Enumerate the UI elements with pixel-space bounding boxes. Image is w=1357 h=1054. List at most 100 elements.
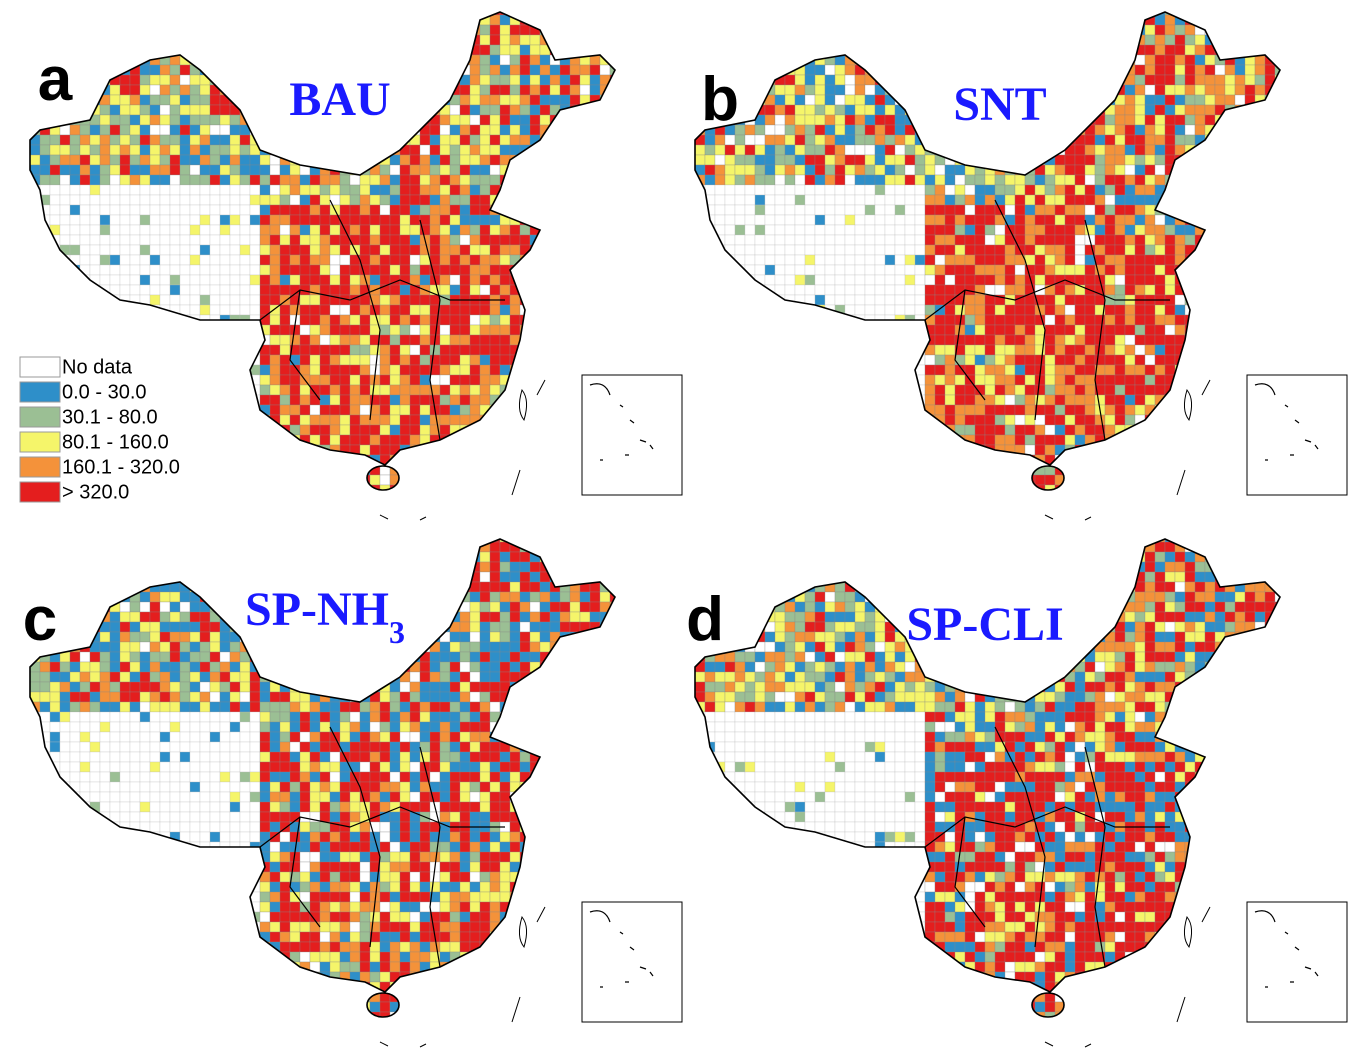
region bbox=[875, 255, 885, 265]
region bbox=[350, 155, 360, 165]
region bbox=[805, 385, 815, 395]
region bbox=[140, 185, 150, 195]
region bbox=[510, 295, 520, 305]
region bbox=[420, 275, 430, 285]
region bbox=[250, 255, 260, 265]
region bbox=[360, 45, 370, 55]
region bbox=[190, 215, 200, 225]
region bbox=[745, 405, 755, 415]
region bbox=[540, 205, 550, 215]
region bbox=[1035, 495, 1045, 505]
region bbox=[420, 195, 430, 205]
region bbox=[560, 495, 570, 505]
region bbox=[170, 425, 180, 435]
region bbox=[430, 475, 440, 485]
region bbox=[310, 15, 320, 25]
region bbox=[540, 275, 550, 285]
region bbox=[500, 55, 510, 65]
region bbox=[735, 165, 745, 175]
region bbox=[230, 245, 240, 255]
region bbox=[550, 255, 560, 265]
region bbox=[20, 255, 30, 265]
region bbox=[1005, 425, 1015, 435]
region bbox=[935, 355, 945, 365]
region bbox=[210, 45, 220, 55]
region bbox=[1065, 85, 1075, 95]
region bbox=[450, 325, 460, 335]
region bbox=[350, 325, 360, 335]
region bbox=[80, 275, 90, 285]
region bbox=[1045, 345, 1055, 355]
region bbox=[90, 195, 100, 205]
region bbox=[250, 85, 260, 95]
region bbox=[60, 335, 70, 345]
region bbox=[550, 235, 560, 245]
region bbox=[160, 85, 170, 95]
region bbox=[170, 135, 180, 145]
region bbox=[410, 415, 420, 425]
region bbox=[130, 225, 140, 235]
region bbox=[1075, 35, 1085, 45]
region bbox=[745, 445, 755, 455]
region bbox=[915, 215, 925, 225]
region bbox=[270, 245, 280, 255]
region bbox=[230, 295, 240, 305]
region bbox=[550, 125, 560, 135]
region bbox=[685, 285, 695, 295]
region bbox=[895, 245, 905, 255]
region bbox=[260, 215, 270, 225]
region bbox=[80, 335, 90, 345]
region bbox=[875, 375, 885, 385]
region bbox=[875, 305, 885, 315]
region bbox=[915, 155, 925, 165]
region bbox=[70, 195, 80, 205]
region bbox=[20, 65, 30, 75]
region bbox=[895, 5, 905, 15]
region bbox=[965, 295, 975, 305]
region bbox=[390, 425, 400, 435]
region bbox=[80, 135, 90, 145]
region bbox=[1015, 355, 1025, 365]
region bbox=[915, 285, 925, 295]
region bbox=[905, 375, 915, 385]
region bbox=[480, 285, 490, 295]
region bbox=[815, 375, 825, 385]
region bbox=[1015, 395, 1025, 405]
region bbox=[500, 305, 510, 315]
region bbox=[190, 435, 200, 445]
region bbox=[450, 175, 460, 185]
region bbox=[925, 235, 935, 245]
region bbox=[695, 145, 705, 155]
region bbox=[410, 475, 420, 485]
region bbox=[490, 15, 500, 25]
region bbox=[600, 365, 610, 375]
region bbox=[865, 285, 875, 295]
region bbox=[460, 35, 470, 45]
region bbox=[450, 355, 460, 365]
region bbox=[875, 455, 885, 465]
region bbox=[150, 335, 160, 345]
region bbox=[20, 235, 30, 245]
region bbox=[865, 465, 875, 475]
region bbox=[1015, 145, 1025, 155]
region bbox=[1075, 65, 1085, 75]
region bbox=[855, 165, 865, 175]
region bbox=[390, 225, 400, 235]
region bbox=[140, 215, 150, 225]
region bbox=[50, 175, 60, 185]
region bbox=[70, 305, 80, 315]
region bbox=[955, 405, 965, 415]
region bbox=[705, 165, 715, 175]
region bbox=[925, 375, 935, 385]
region bbox=[735, 145, 745, 155]
region bbox=[995, 355, 1005, 365]
region bbox=[1065, 55, 1075, 65]
region bbox=[825, 45, 835, 55]
region bbox=[170, 335, 180, 345]
region bbox=[805, 425, 815, 435]
region bbox=[250, 75, 260, 85]
region bbox=[775, 405, 785, 415]
region bbox=[130, 95, 140, 105]
region bbox=[815, 345, 825, 355]
region bbox=[190, 405, 200, 415]
